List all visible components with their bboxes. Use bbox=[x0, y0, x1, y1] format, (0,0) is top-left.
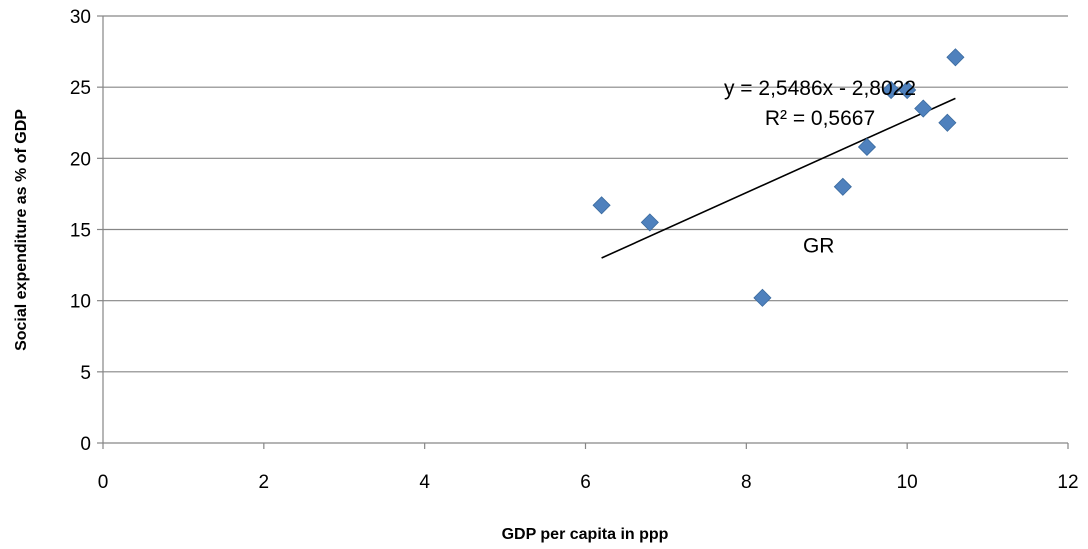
x-tick-label-6: 6 bbox=[580, 472, 591, 493]
trendline bbox=[601, 97, 956, 259]
x-tick-label-8: 8 bbox=[741, 472, 752, 493]
data-point-9 bbox=[946, 48, 965, 67]
y-tick-label-10: 10 bbox=[70, 292, 91, 313]
x-tick-label-0: 0 bbox=[98, 472, 109, 493]
data-point-8 bbox=[938, 113, 957, 132]
trendline-group bbox=[601, 97, 956, 259]
tick-labels: 0 5 10 15 20 25 30 0 2 4 6 8 10 12 bbox=[70, 7, 1079, 493]
data-point-4 bbox=[857, 137, 877, 157]
y-tick-label-30: 30 bbox=[70, 7, 91, 28]
y-tick-label-20: 20 bbox=[70, 149, 91, 170]
gridlines bbox=[103, 15, 1068, 373]
y-tick-label-0: 0 bbox=[80, 434, 91, 455]
x-tick-label-4: 4 bbox=[419, 472, 430, 493]
x-tick-label-2: 2 bbox=[259, 472, 270, 493]
data-points bbox=[592, 48, 965, 307]
data-point-1 bbox=[640, 213, 659, 232]
y-tick-label-15: 15 bbox=[70, 221, 91, 242]
data-point-5 bbox=[882, 80, 901, 100]
annotation-gr: GR bbox=[803, 234, 835, 257]
annotations: y = 2,5486x - 2,8022 R² = 0,5667 GR bbox=[724, 77, 916, 257]
y-tick-label-5: 5 bbox=[80, 363, 91, 384]
data-point-2 bbox=[753, 288, 772, 307]
x-tick-label-10: 10 bbox=[897, 472, 918, 493]
trendline-r-squared: R² = 0,5667 bbox=[765, 107, 875, 130]
data-point-0 bbox=[592, 196, 611, 215]
trendline-equation: y = 2,5486x - 2,8022 bbox=[724, 77, 916, 100]
y-axis-title: Social expenditure as % of GDP bbox=[13, 109, 30, 351]
data-point-7 bbox=[914, 99, 933, 118]
y-tick-label-25: 25 bbox=[70, 78, 91, 99]
data-point-6 bbox=[898, 80, 917, 100]
x-tick-label-12: 12 bbox=[1057, 472, 1078, 493]
data-point-3 bbox=[833, 177, 852, 196]
axes bbox=[97, 15, 1069, 449]
x-axis-title: GDP per capita in ppp bbox=[502, 526, 669, 543]
